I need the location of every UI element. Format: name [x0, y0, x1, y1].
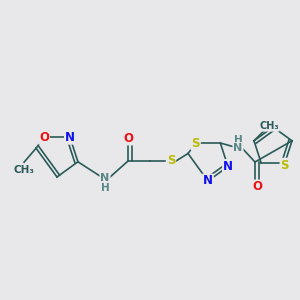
Text: H: H	[100, 183, 109, 193]
Text: S: S	[167, 154, 175, 167]
Text: N: N	[233, 143, 243, 153]
Text: S: S	[191, 136, 200, 149]
Text: S: S	[280, 159, 289, 172]
Text: N: N	[223, 160, 233, 173]
Text: N: N	[203, 175, 213, 188]
Text: CH₃: CH₃	[14, 165, 34, 175]
Text: N: N	[65, 131, 75, 144]
Text: H: H	[234, 135, 242, 145]
Text: N: N	[100, 173, 109, 183]
Text: O: O	[252, 181, 262, 194]
Text: CH₃: CH₃	[259, 121, 279, 131]
Text: O: O	[39, 131, 49, 144]
Text: O: O	[123, 131, 133, 145]
